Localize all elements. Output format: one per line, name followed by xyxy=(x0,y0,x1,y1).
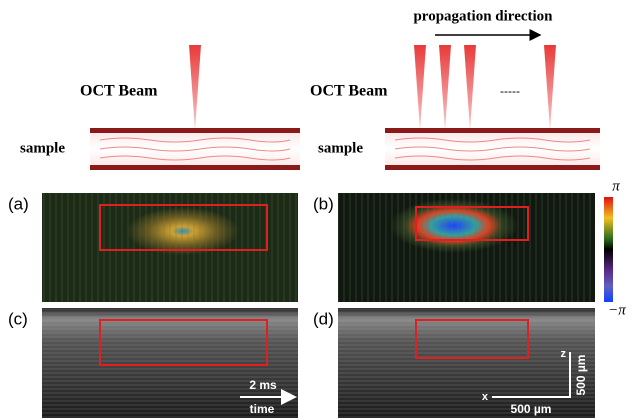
colorbar-max: π xyxy=(612,178,620,194)
beam-label: OCT Beam xyxy=(310,83,388,100)
sample-label: sample xyxy=(20,140,65,156)
fibers xyxy=(99,137,291,161)
roi-box xyxy=(99,319,268,366)
left-schematic: OCT Beam sample xyxy=(20,45,300,170)
beam xyxy=(544,45,556,130)
right-schematic: propagation direction OCT Beam sample --… xyxy=(310,8,600,170)
noise xyxy=(338,193,595,302)
slab-edge xyxy=(385,165,600,170)
panel-label: (d) xyxy=(313,309,334,328)
panel-a: (a) xyxy=(8,193,298,302)
sample-label: sample xyxy=(318,140,363,156)
roi-box xyxy=(415,206,529,241)
texture xyxy=(338,308,595,418)
noise xyxy=(42,193,298,302)
roi-box xyxy=(415,319,529,359)
slab-edge xyxy=(90,165,300,170)
scale-bar xyxy=(492,352,571,398)
sample-slab xyxy=(90,128,300,170)
panel-label: (a) xyxy=(8,194,29,213)
beam xyxy=(414,45,426,130)
scale-bar-x-label: 500 µm xyxy=(511,402,552,416)
panel-d: x z 500 µm 500 µm (d) xyxy=(313,308,595,418)
scale-bar-z-label: 500 µm xyxy=(574,355,588,396)
roi-box xyxy=(99,204,268,251)
colorbar-min: −π xyxy=(608,302,626,318)
panel-c: 2 ms time (c) xyxy=(8,308,298,418)
beam xyxy=(189,45,201,130)
x-axis-label: x xyxy=(482,391,489,403)
slab-edge xyxy=(385,128,600,133)
panel-label: (c) xyxy=(8,309,28,328)
z-axis-label: z xyxy=(561,348,567,360)
beam-label: OCT Beam xyxy=(80,83,158,100)
panel-label: (b) xyxy=(313,194,334,213)
ellipsis: ----- xyxy=(500,84,520,98)
panel-b: (b) xyxy=(313,193,595,302)
fibers xyxy=(394,137,591,161)
scale-bar-label: 2 ms xyxy=(249,378,277,392)
colorbar-scale xyxy=(604,197,613,302)
texture xyxy=(42,308,298,418)
beam xyxy=(464,45,476,130)
axis-label: time xyxy=(250,402,275,416)
direction-label: propagation direction xyxy=(413,8,553,24)
beam xyxy=(439,45,451,130)
slab-edge xyxy=(90,128,300,133)
colorbar: π −π xyxy=(604,178,626,318)
